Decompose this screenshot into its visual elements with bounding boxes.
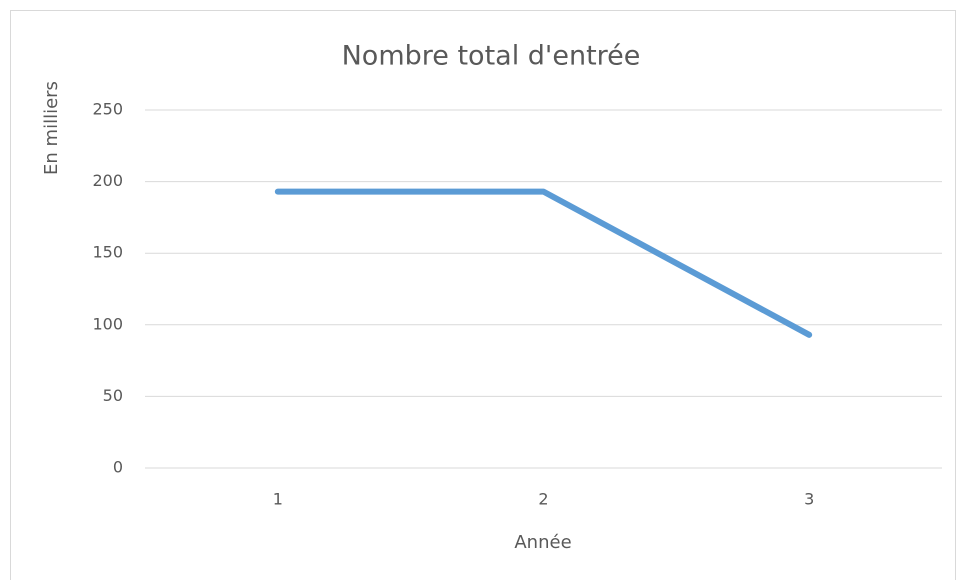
y-tick-label: 150 <box>92 243 123 262</box>
y-tick-label: 0 <box>113 458 123 477</box>
x-tick-label: 3 <box>804 490 814 509</box>
y-tick-label: 50 <box>103 386 123 405</box>
y-axis-title: En milliers <box>41 81 62 175</box>
chart-frame <box>10 10 956 584</box>
line-series <box>274 188 813 338</box>
x-axis-title: Année <box>514 532 571 553</box>
y-tick-label: 100 <box>92 314 123 333</box>
chart-title: Nombre total d'entrée <box>342 41 641 72</box>
y-tick-label: 250 <box>92 100 123 119</box>
y-tick-label: 200 <box>92 171 123 190</box>
x-tick-label: 1 <box>273 490 283 509</box>
x-tick-label: 2 <box>538 490 548 509</box>
